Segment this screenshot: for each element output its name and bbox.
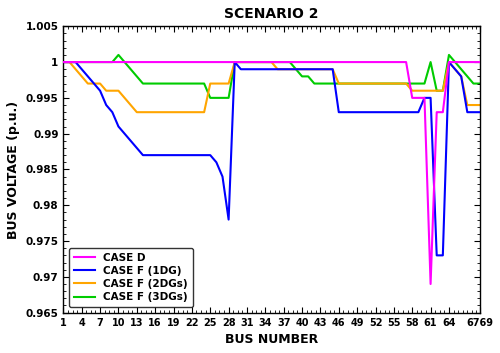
CASE F (1DG) bbox=[91, 82, 97, 86]
CASE F (3DGs) bbox=[146, 82, 152, 86]
CASE D bbox=[140, 60, 146, 64]
CASE F (3DGs) bbox=[470, 82, 476, 86]
CASE F (3DGs) bbox=[312, 82, 318, 86]
CASE D bbox=[299, 60, 305, 64]
CASE F (2DGs) bbox=[470, 103, 476, 107]
CASE F (1DG) bbox=[476, 110, 482, 114]
CASE D bbox=[91, 60, 97, 64]
Line: CASE F (3DGs): CASE F (3DGs) bbox=[64, 55, 480, 98]
CASE F (2DGs) bbox=[91, 82, 97, 86]
CASE D bbox=[476, 60, 482, 64]
CASE D bbox=[428, 282, 434, 286]
CASE F (3DGs) bbox=[116, 53, 121, 57]
CASE F (1DG) bbox=[299, 67, 305, 71]
Title: SCENARIO 2: SCENARIO 2 bbox=[224, 7, 318, 21]
Legend: CASE D, CASE F (1DG), CASE F (2DGs), CASE F (3DGs): CASE D, CASE F (1DG), CASE F (2DGs), CAS… bbox=[68, 248, 193, 307]
CASE D bbox=[60, 60, 66, 64]
Line: CASE F (1DG): CASE F (1DG) bbox=[64, 62, 480, 255]
CASE F (2DGs) bbox=[134, 110, 140, 114]
CASE F (1DG) bbox=[434, 253, 440, 257]
CASE F (2DGs) bbox=[208, 82, 214, 86]
X-axis label: BUS NUMBER: BUS NUMBER bbox=[225, 333, 318, 346]
CASE F (3DGs) bbox=[134, 74, 140, 78]
Line: CASE F (2DGs): CASE F (2DGs) bbox=[64, 62, 480, 112]
CASE F (3DGs) bbox=[208, 96, 214, 100]
CASE F (3DGs) bbox=[391, 82, 397, 86]
CASE F (3DGs) bbox=[91, 60, 97, 64]
CASE F (1DG) bbox=[470, 110, 476, 114]
CASE F (2DGs) bbox=[146, 110, 152, 114]
CASE F (3DGs) bbox=[60, 60, 66, 64]
CASE D bbox=[201, 60, 207, 64]
CASE F (1DG) bbox=[140, 153, 146, 157]
CASE F (2DGs) bbox=[305, 67, 311, 71]
CASE F (1DG) bbox=[201, 153, 207, 157]
CASE D bbox=[470, 60, 476, 64]
CASE F (1DG) bbox=[60, 60, 66, 64]
CASE F (1DG) bbox=[195, 153, 201, 157]
Line: CASE D: CASE D bbox=[64, 62, 480, 284]
CASE F (2DGs) bbox=[476, 103, 482, 107]
CASE F (3DGs) bbox=[476, 82, 482, 86]
CASE D bbox=[195, 60, 201, 64]
CASE F (2DGs) bbox=[60, 60, 66, 64]
Y-axis label: BUS VOLTAGE (p.u.): BUS VOLTAGE (p.u.) bbox=[7, 100, 20, 239]
CASE F (2DGs) bbox=[201, 110, 207, 114]
